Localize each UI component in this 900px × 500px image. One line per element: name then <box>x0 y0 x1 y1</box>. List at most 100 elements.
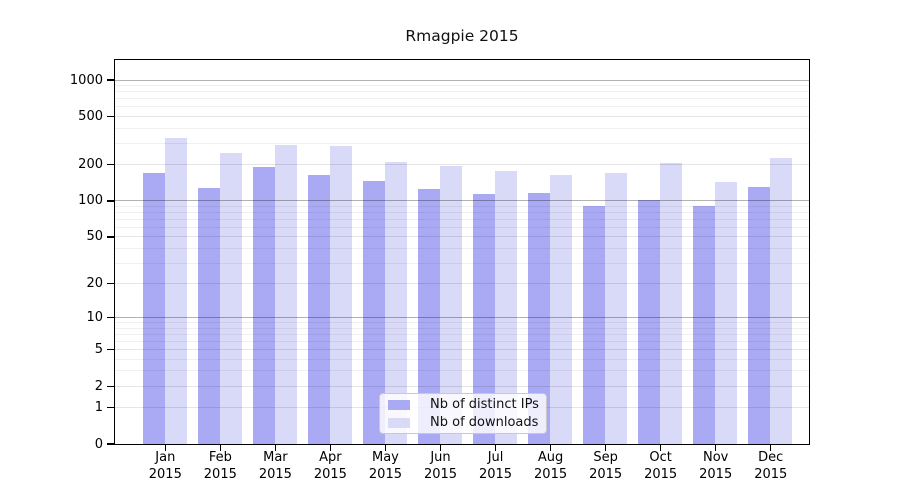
x-tick-apr <box>329 445 332 451</box>
y-tick-label-100: 100 <box>78 193 103 209</box>
legend-label-downloads: Nb of downloads <box>430 415 539 430</box>
x-tick-label-jul: Jul 2015 <box>468 450 524 483</box>
bar-downloads-oct <box>660 162 683 444</box>
y-tick-label-10: 10 <box>86 310 103 326</box>
x-tick-label-apr: Apr 2015 <box>302 450 358 483</box>
x-label-month: Aug <box>537 450 564 465</box>
gridline-700 <box>115 98 809 100</box>
bar-downloads-sep <box>605 173 628 444</box>
bar-distinct-ips-dec <box>748 186 771 444</box>
x-label-year: 2015 <box>148 466 182 482</box>
gridline-9 <box>115 322 809 324</box>
x-label-month: Dec <box>758 450 784 465</box>
x-label-year: 2015 <box>644 466 678 482</box>
bar-distinct-ips-jul <box>473 194 496 444</box>
gridline-8 <box>115 327 809 329</box>
x-label-year: 2015 <box>754 466 788 482</box>
x-tick-label-aug: Aug 2015 <box>523 450 579 483</box>
y-tick-label-1000: 1000 <box>69 72 103 88</box>
x-tick-oct <box>660 445 662 451</box>
y-tick-label-0: 0 <box>94 436 103 452</box>
gridline-6 <box>115 340 809 342</box>
x-tick-nov <box>715 445 717 451</box>
y-tick-5 <box>106 349 115 351</box>
x-tick-label-dec: Dec 2015 <box>743 450 799 483</box>
x-label-year: 2015 <box>534 466 568 482</box>
x-label-year: 2015 <box>589 466 623 482</box>
x-tick-feb <box>219 445 222 451</box>
y-tick-10 <box>106 317 115 319</box>
gridline-200 <box>115 164 809 166</box>
gridline-30 <box>115 262 809 264</box>
x-label-month: Feb <box>208 450 232 465</box>
x-label-month: Sep <box>593 450 618 465</box>
bar-distinct-ips-feb <box>197 188 220 444</box>
bar-downloads-jan <box>164 138 187 444</box>
gridline-900 <box>115 85 809 87</box>
y-tick-label-200: 200 <box>78 157 103 173</box>
gridline-300 <box>115 142 809 144</box>
bar-downloads-may <box>384 162 407 444</box>
x-label-year: 2015 <box>258 466 292 482</box>
gridline-5 <box>115 349 809 351</box>
gridline-20 <box>115 283 809 285</box>
gridline-400 <box>115 127 809 129</box>
gridline-4 <box>115 358 809 360</box>
y-tick-50 <box>106 236 115 238</box>
y-tick-100 <box>106 200 115 202</box>
y-tick-0 <box>106 443 115 445</box>
plot-area <box>114 59 810 445</box>
bar-distinct-ips-jun <box>418 188 440 444</box>
plot-inner <box>115 60 809 444</box>
gridline-800 <box>115 91 809 93</box>
x-label-month: Nov <box>703 450 729 465</box>
x-tick-label-feb: Feb 2015 <box>192 450 248 483</box>
y-tick-200 <box>106 164 115 166</box>
legend-row-distinct-ips: Nb of distinct IPs <box>386 397 540 412</box>
gridline-2 <box>115 385 809 387</box>
x-tick-label-jan: Jan 2015 <box>137 450 193 483</box>
x-tick-label-jun: Jun 2015 <box>413 450 469 483</box>
y-tick-1000 <box>106 79 115 81</box>
x-tick-jun <box>439 445 442 451</box>
bar-distinct-ips-sep <box>583 206 606 444</box>
y-tick-label-2: 2 <box>94 378 103 394</box>
legend-label-distinct-ips: Nb of distinct IPs <box>430 397 539 412</box>
x-tick-sep <box>605 445 607 451</box>
bar-downloads-apr <box>329 146 352 444</box>
x-tick-mar <box>274 445 277 451</box>
gridline-40 <box>115 247 809 249</box>
y-tick-1 <box>106 406 115 409</box>
x-label-month: Apr <box>319 450 342 465</box>
x-tick-label-mar: Mar 2015 <box>247 450 303 483</box>
x-tick-label-may: May 2015 <box>357 450 413 483</box>
x-label-year: 2015 <box>423 466 458 482</box>
x-tick-jan <box>164 445 166 451</box>
x-label-month: Mar <box>263 450 288 465</box>
y-tick-500 <box>106 115 115 118</box>
legend-swatch-downloads <box>388 417 410 428</box>
bar-distinct-ips-jan <box>142 173 165 444</box>
x-label-month: Jan <box>155 450 176 465</box>
x-label-month: Jul <box>487 450 504 465</box>
bar-distinct-ips-mar <box>252 167 275 444</box>
x-label-year: 2015 <box>478 466 513 482</box>
bar-distinct-ips-aug <box>528 192 551 444</box>
y-tick-label-500: 500 <box>78 109 103 124</box>
legend-swatch-distinct-ips <box>388 399 410 410</box>
gridline-50 <box>115 236 809 238</box>
y-tick-label-20: 20 <box>86 276 103 292</box>
gridline-90 <box>115 205 809 207</box>
bar-downloads-jun <box>440 165 462 444</box>
y-tick-20 <box>106 283 115 285</box>
bar-downloads-mar <box>274 145 297 444</box>
x-label-year: 2015 <box>203 466 237 482</box>
y-tick-label-1: 1 <box>94 399 103 415</box>
gridline-100 <box>115 200 809 202</box>
bar-downloads-jul <box>495 170 518 444</box>
x-tick-label-sep: Sep 2015 <box>578 450 634 483</box>
y-tick-label-50: 50 <box>86 229 103 245</box>
bar-downloads-dec <box>770 157 793 444</box>
x-label-month: Oct <box>649 450 672 465</box>
